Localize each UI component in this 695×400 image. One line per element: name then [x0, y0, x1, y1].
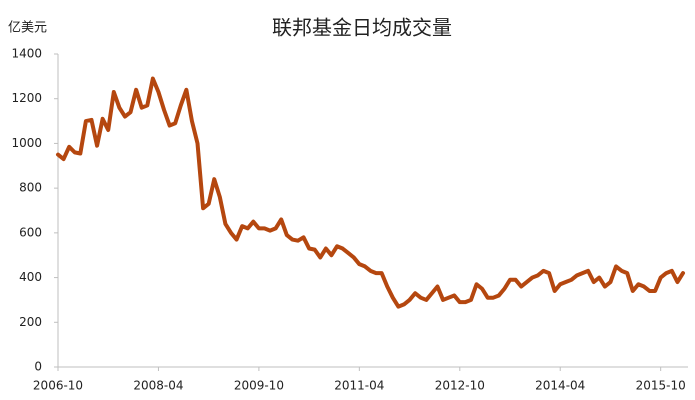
- y-tick-label: 600: [19, 225, 42, 239]
- y-tick-label: 1200: [11, 91, 42, 105]
- y-tick-label: 800: [19, 181, 42, 195]
- data-line: [56, 76, 685, 309]
- x-tick-label: 2008-04: [133, 379, 183, 393]
- x-tick-label: 2012-10: [435, 379, 485, 393]
- y-tick-label: 1400: [11, 47, 42, 61]
- chart-title: 联邦基金日均成交量: [272, 16, 452, 40]
- y-tick-label: 400: [19, 270, 42, 284]
- y-tick-label: 200: [19, 315, 42, 329]
- y-tick-label: 1000: [11, 136, 42, 150]
- x-tick-label: 2011-04: [334, 379, 384, 393]
- y-tick-label: 0: [34, 360, 42, 374]
- x-tick-label: 2009-10: [234, 379, 284, 393]
- y-axis-unit: 亿美元: [8, 21, 47, 36]
- x-tick-label: 2014-04: [535, 379, 585, 393]
- x-tick-label: 2015-10: [636, 379, 686, 393]
- x-tick-label: 2006-10: [33, 379, 83, 393]
